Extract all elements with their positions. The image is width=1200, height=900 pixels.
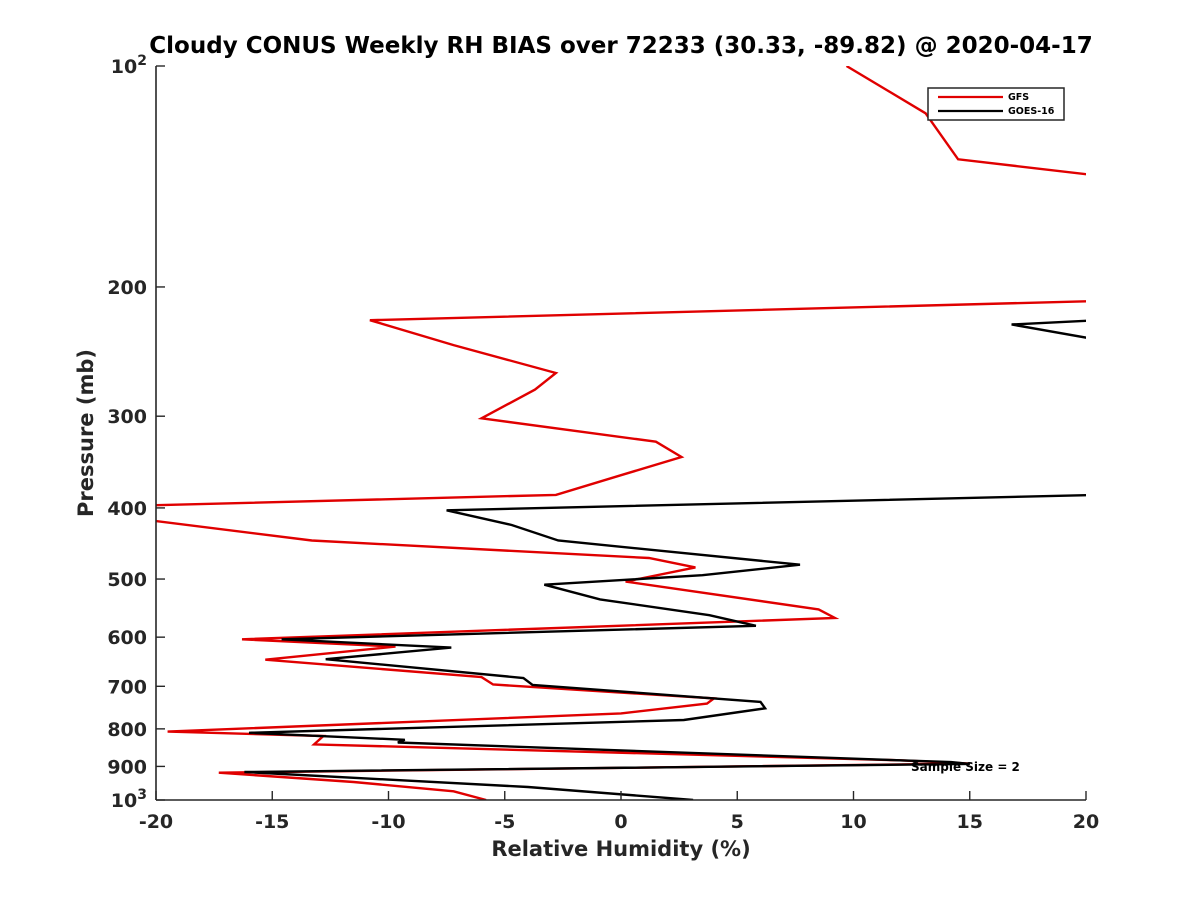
y-tick-label: 700: [107, 676, 147, 698]
legend-goes16-label: GOES-16: [1008, 106, 1055, 117]
x-tick-label: 15: [957, 811, 983, 833]
y-axis-label: Pressure (mb): [74, 349, 98, 517]
y-tick-label: 103: [111, 787, 147, 812]
x-tick-label: 0: [614, 811, 627, 833]
series-line-goes16: [244, 319, 1086, 800]
series-line-gfs: [156, 66, 1086, 800]
series-layer: [156, 66, 1086, 800]
legend-box: [927, 87, 1065, 121]
chart-title: Cloudy CONUS Weekly RH BIAS over 72233 (…: [149, 33, 1092, 59]
y-tick-label: 102: [111, 53, 147, 78]
x-axis-label: Relative Humidity (%): [491, 837, 750, 861]
y-tick-label: 200: [107, 277, 147, 299]
x-tick-label: -10: [371, 811, 405, 833]
y-tick-label: 900: [107, 756, 147, 778]
legend-gfs-label: GFS: [1008, 92, 1029, 103]
y-tick-label: 800: [107, 719, 147, 741]
axes-layer: -20 -15 -10 -5 0 5 10 15 20 102 200 300 400 500 600 700…: [107, 53, 1099, 833]
x-tick-label: 20: [1073, 811, 1099, 833]
y-tick-label: 300: [107, 406, 147, 428]
y-tick-label: 400: [107, 498, 147, 520]
y-tick-label: 600: [107, 627, 147, 649]
x-tick-label: -15: [255, 811, 289, 833]
legend: GFS GOES-16: [927, 87, 1065, 121]
x-tick-label: 10: [840, 811, 866, 833]
sample-size-annotation: Sample Size = 2: [911, 760, 1020, 774]
y-tick-label: 500: [107, 569, 147, 591]
x-tick-label: 5: [731, 811, 744, 833]
x-tick-label: -20: [139, 811, 173, 833]
x-tick-label: -5: [494, 811, 515, 833]
